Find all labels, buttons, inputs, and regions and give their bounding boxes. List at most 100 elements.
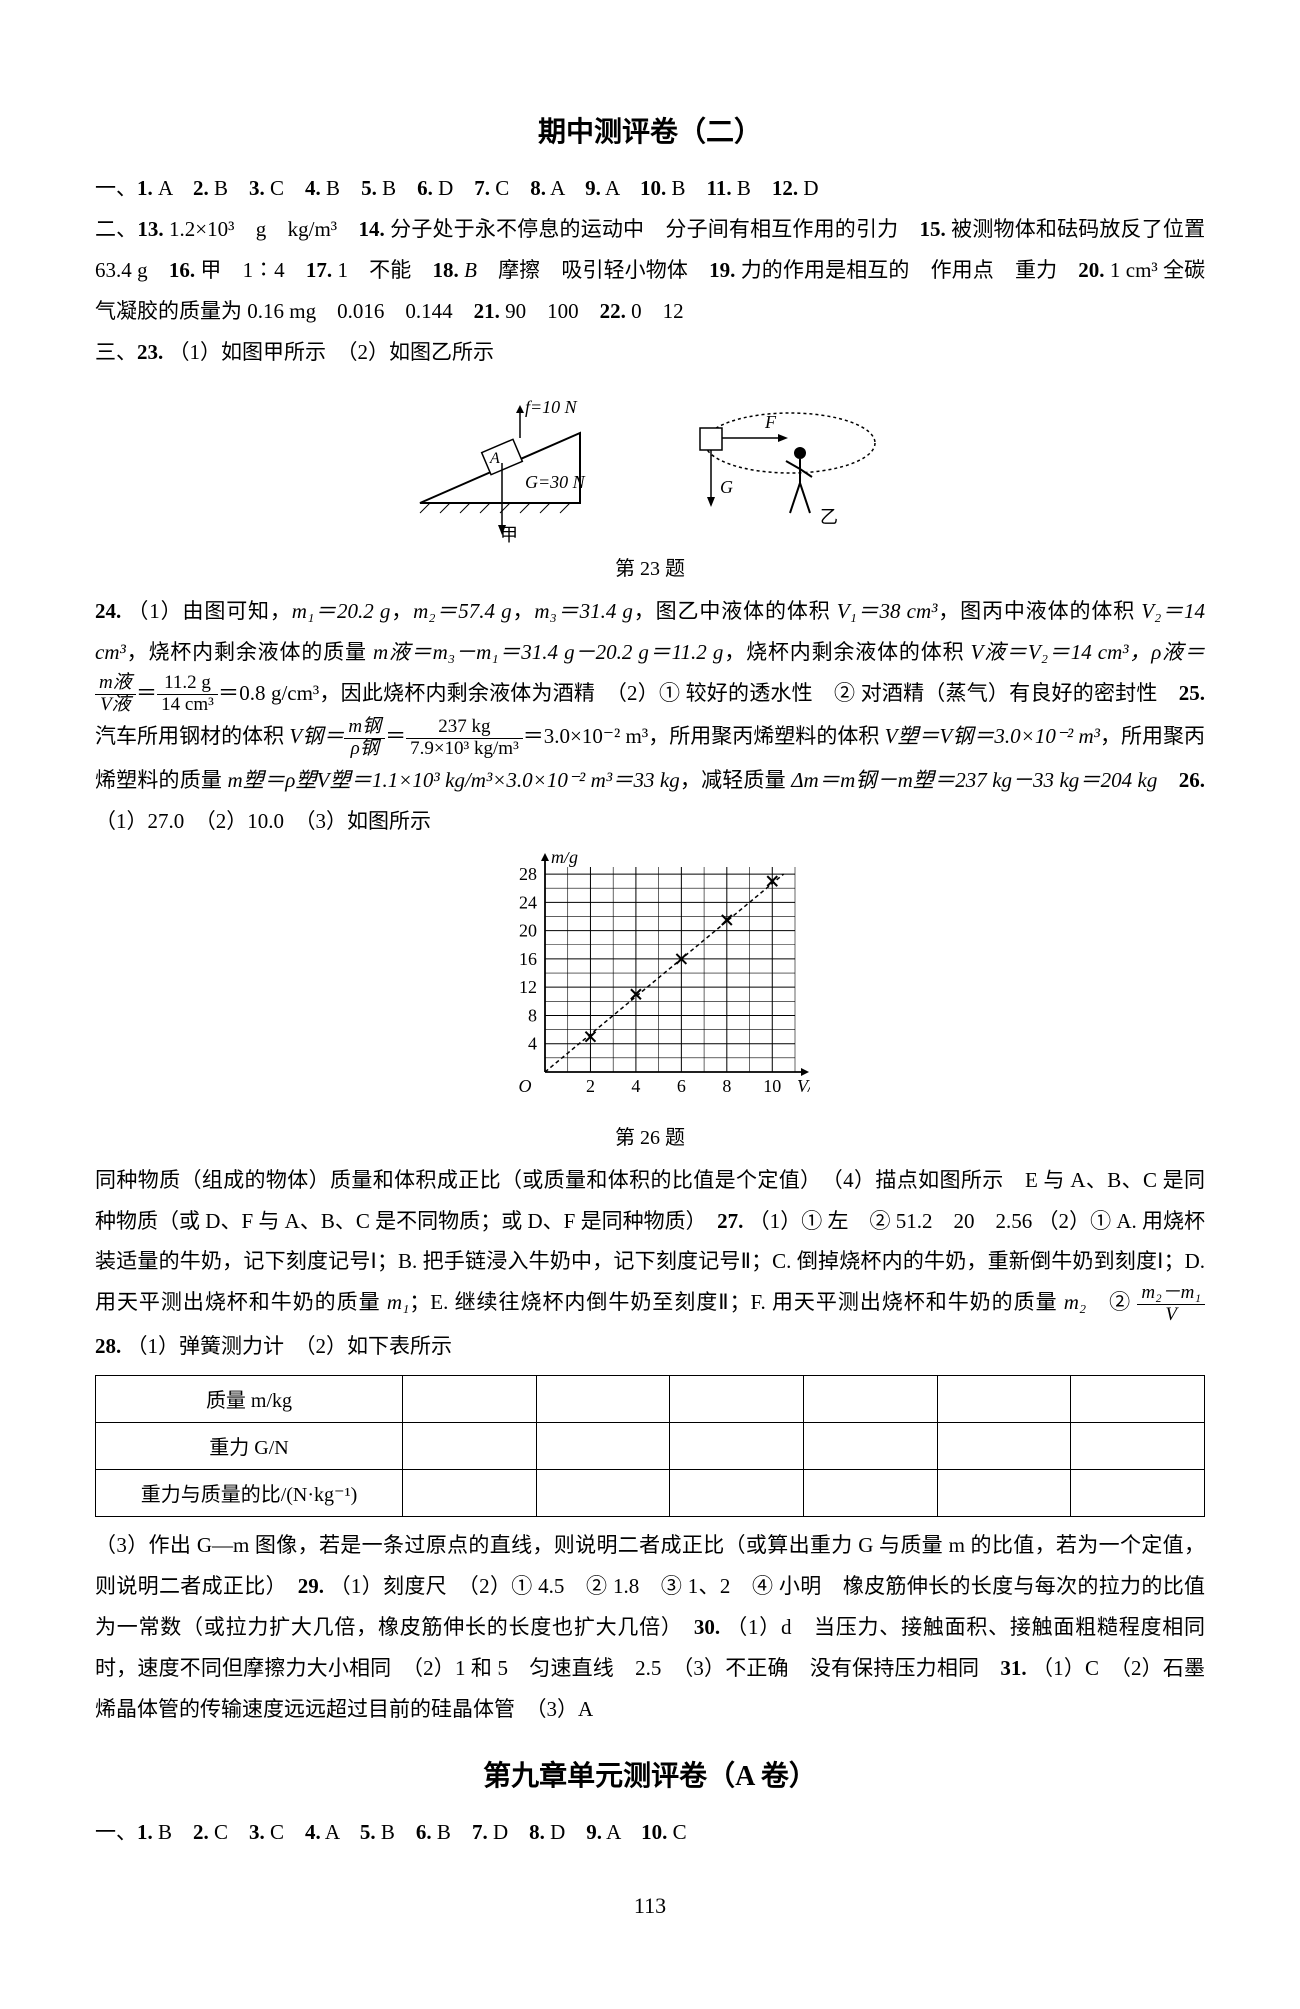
q17-n: 17. [306,258,332,282]
q24-m3: m₃＝31.4 g [534,599,633,623]
svg-text:20: 20 [519,920,537,940]
table-row: 质量 m/kg [96,1375,1205,1422]
q12-a: D [803,176,818,200]
q22-text: 0 12 [631,299,684,323]
c9-q2-a: C [214,1820,228,1844]
c9-q1-n: 1. [137,1820,153,1844]
svg-text:12: 12 [519,977,537,997]
q25-eq1: ＝3.0×10⁻² m³，所用聚丙烯塑料的体积 [523,724,885,748]
svg-text:28: 28 [519,864,537,884]
tbl-cell [803,1375,937,1422]
sec3-label: 三、 [95,340,137,364]
q24-v1: V₁＝38 cm³ [837,599,938,623]
c9-q6-a: B [437,1820,451,1844]
c9-q6-n: 6. [416,1820,432,1844]
sec9-mc: 一、1. B 2. C 3. C 4. A 5. B 6. B 7. D 8. … [95,1812,1205,1853]
tbl-cell [1071,1422,1205,1469]
sec2-label: 二、 [95,217,137,241]
svg-text:8: 8 [722,1076,731,1096]
tbl-cell [536,1422,670,1469]
c9-q5-n: 5. [360,1820,376,1844]
fig23-G: G=30 N [525,472,586,492]
svg-text:16: 16 [519,948,537,968]
c9-q3-a: C [270,1820,284,1844]
svg-text:10: 10 [763,1076,781,1096]
figure-26: 246810481216202428OV/cm³m/g 第 26 题 [95,852,1205,1150]
q26-parts: （1）27.0 （2）10.0 （3）如图所示 [95,809,431,833]
q14-text: 分子处于永不停息的运动中 分子间有相互作用的引力 [390,217,898,241]
svg-text:O: O [519,1076,532,1096]
c9-q4-n: 4. [305,1820,321,1844]
fig23-yi: 乙 [820,507,838,527]
q3-n: 3. [249,176,265,200]
fig23-G2: G [720,477,733,497]
q24-m2: m₂＝57.4 g [413,599,512,623]
q24-m1: m₁＝20.2 g [292,599,391,623]
tbl-r1-lbl: 质量 m/kg [96,1375,403,1422]
q1-a: A [158,176,172,200]
q25-n: 25. [1179,681,1205,705]
q2-n: 2. [193,176,209,200]
c9-q8-a: D [550,1820,565,1844]
q23-n: 23. [137,340,163,364]
svg-text:2: 2 [586,1076,595,1096]
title-ch9: 第九章单元测评卷（A 卷） [95,1754,1205,1794]
q5-n: 5. [361,176,377,200]
c9-q10-a: C [673,1820,687,1844]
tbl-cell [670,1375,804,1422]
q18-n: 18. [432,258,458,282]
q24-vcalc: V液＝ [971,640,1028,664]
q28-p1: （1）弹簧测力计 （2）如下表所示 [127,1334,453,1358]
q24-rhopre: ρ液＝ [1151,640,1205,664]
sec1-mc: 一、1. A 2. B 3. C 4. B 5. B 6. D 7. C 8. … [95,168,1205,209]
q8-a: A [550,176,564,200]
q25-vl: V钢＝ [289,724,344,748]
fig23-F: F [764,412,777,432]
q4-a: B [326,176,340,200]
sec9-label: 一、 [95,1820,137,1844]
tbl-cell [536,1375,670,1422]
q30-n: 30. [694,1615,720,1639]
fig23-f: f=10 N [525,397,578,417]
q10-a: B [671,176,685,200]
q10-n: 10. [640,176,666,200]
table-row: 重力 G/N [96,1422,1205,1469]
c9-q3-n: 3. [249,1820,265,1844]
tbl-cell [803,1469,937,1516]
q3-a: C [270,176,284,200]
q26-post: 同种物质（组成的物体）质量和体积成正比（或质量和体积的比值是个定值） （4）描点… [95,1160,1205,1367]
q24-v2b: V₂＝14 cm³， [1028,640,1151,664]
q21-text: 90 100 [505,299,579,323]
page-number: 113 [95,1893,1205,1919]
q25-eq3: ，减轻质量 [680,768,792,792]
q7-a: C [495,176,509,200]
sec3-block: 三、23. （1）如图甲所示 （2）如图乙所示 [95,332,1205,373]
tbl-cell [1071,1375,1205,1422]
q24-l4: ，烧杯内剩余液体的质量 [126,640,373,664]
q11-n: 11. [707,176,732,200]
fig23-svg: A f=10 N G=30 N 甲 F [390,383,910,543]
q18-i: B [464,258,477,282]
svg-text:6: 6 [677,1076,686,1096]
sec1-label: 一、 [95,176,137,200]
svg-text:m/g: m/g [551,852,578,867]
c9-q5-a: B [381,1820,395,1844]
fig23-A: A [489,450,500,467]
c9-q8-n: 8. [529,1820,545,1844]
q27-m1: m₁ [387,1290,409,1314]
q24-block: 24. （1）由图可知，m₁＝20.2 g，m₂＝57.4 g，m₃＝31.4 … [95,591,1205,842]
fig26-svg: 246810481216202428OV/cm³m/g [490,852,810,1112]
q1-n: 1. [137,176,153,200]
tbl-cell [403,1469,537,1516]
c9-q9-a: A [606,1820,620,1844]
fig23-jia: 甲 [500,525,518,543]
q9-n: 9. [585,176,601,200]
svg-text:4: 4 [631,1076,640,1096]
svg-text:8: 8 [528,1005,537,1025]
q26-n: 26. [1179,768,1205,792]
tbl-cell [937,1375,1071,1422]
q31-n: 31. [1000,1656,1026,1680]
q28-to-q31: （3）作出 G—m 图像，若是一条过原点的直线，则说明二者成正比（或算出重力 G… [95,1525,1205,1730]
c9-q7-a: D [493,1820,508,1844]
q25-vp: V塑＝V钢＝3.0×10⁻² m³ [885,724,1100,748]
